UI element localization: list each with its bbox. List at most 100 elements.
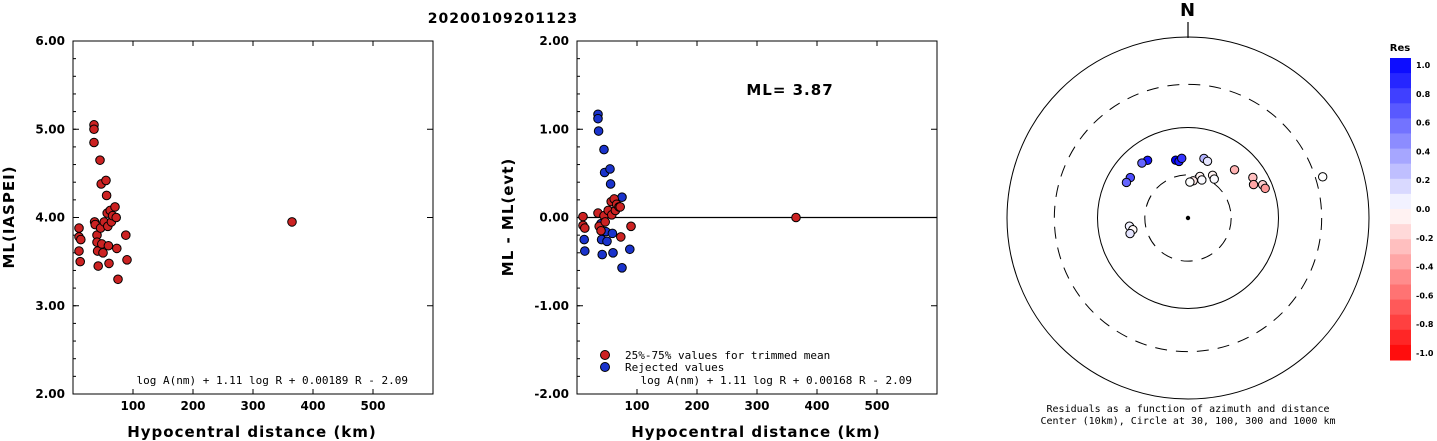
- colorbar-tick-label: 0.0: [1416, 205, 1431, 214]
- distance-ring: [1053, 83, 1323, 353]
- colorbar-cell: [1390, 163, 1411, 180]
- colorbar-cell: [1390, 329, 1411, 346]
- rejected-point: [605, 179, 616, 189]
- caption-line-1: Residuals as a function of azimuth and d…: [1047, 404, 1330, 415]
- y-tick-label: 1.00: [539, 122, 569, 136]
- data-point: [75, 256, 85, 267]
- x-tick-label: 400: [300, 399, 325, 413]
- data-point: [89, 124, 99, 135]
- y-tick-label: -1.00: [534, 299, 569, 313]
- colorbar-tick-label: 0.2: [1416, 176, 1430, 185]
- rejected-point: [617, 263, 627, 273]
- y-tick-label: 2.00: [539, 34, 569, 48]
- rejected-point: [599, 144, 609, 155]
- y-tick-label: 4.00: [35, 211, 65, 225]
- rejected-point: [580, 246, 590, 256]
- colorbar-cell: [1390, 209, 1411, 225]
- data-point: [95, 155, 105, 165]
- x-tick-label: 300: [240, 399, 265, 413]
- colorbar-tick-label: -0.2: [1416, 234, 1434, 243]
- data-points: [578, 109, 801, 273]
- rejected-point: [602, 236, 612, 247]
- colorbar-tick-label: 0.6: [1416, 119, 1431, 128]
- x-tick-label: 200: [684, 399, 709, 413]
- ml-distance-panel: 100 200 300 400 500 2.00 3.00 4.00 5.00 6.00 ML(I…: [0, 34, 434, 441]
- y-tick-label: 0.00: [539, 211, 569, 225]
- station-point: [1197, 175, 1207, 185]
- distance-rings: [1006, 36, 1370, 400]
- rejected-point: [593, 126, 604, 136]
- colorbar-tick-label: 1.0: [1416, 61, 1431, 70]
- colorbar-tick-label: 0.4: [1416, 147, 1431, 156]
- colorbar: Res 1.0 0.8 0.6 0.4 0.2 0.0 -0.2 -0.4 -0.6 -0.8 -1…: [1390, 43, 1434, 361]
- x-tick-label: 500: [864, 399, 889, 413]
- legend-marker-trimmed: [600, 350, 610, 360]
- station-point: [1177, 153, 1187, 164]
- station-point: [1137, 158, 1147, 168]
- data-point: [110, 202, 120, 212]
- colorbar-ticks: 1.0 0.8 0.6 0.4 0.2 0.0 -0.2 -0.4 -0.6 -0.8 -1.0: [1416, 61, 1434, 358]
- x-axis-label: Hypocentral distance (km): [631, 423, 881, 441]
- x-tick-label: 500: [360, 399, 385, 413]
- y-tick-label: 5.00: [35, 122, 65, 136]
- station-point: [1185, 177, 1195, 187]
- station-points: [1121, 153, 1328, 239]
- y-axis-label: ML(IASPEI): [0, 165, 18, 268]
- colorbar-cell: [1390, 178, 1411, 195]
- formula-text: log A(nm) + 1.11 log R + 0.00168 R - 2.0…: [640, 374, 912, 387]
- colorbar-cell: [1390, 239, 1411, 255]
- colorbar-cell: [1390, 193, 1411, 210]
- colorbar-cell: [1390, 58, 1411, 74]
- y-tick-label: 6.00: [35, 34, 65, 48]
- rejected-point: [608, 248, 618, 258]
- data-point: [287, 217, 297, 227]
- distance-ring: [1006, 36, 1370, 400]
- data-point: [121, 230, 131, 240]
- caption-line-2: Center (10km), Circle at 30, 100, 300 an…: [1040, 416, 1335, 427]
- colorbar-tick-label: -0.6: [1416, 291, 1434, 300]
- data-point: [112, 243, 122, 254]
- data-point: [103, 240, 114, 251]
- colorbar-cell: [1390, 314, 1411, 331]
- legend-label-rejected: Rejected values: [625, 361, 724, 374]
- station-point: [1229, 165, 1240, 175]
- chart-title: 20200109201123: [428, 11, 578, 27]
- x-tick-label: 400: [804, 399, 829, 413]
- data-point: [76, 234, 86, 245]
- data-points: [74, 120, 297, 285]
- data-point: [74, 223, 84, 233]
- colorbar-tick-label: 0.8: [1416, 90, 1431, 99]
- data-point: [74, 246, 84, 256]
- data-point: [93, 261, 103, 271]
- trimmed-point: [578, 211, 588, 222]
- x-tick-label: 100: [120, 399, 145, 413]
- epicenter-dot: [1185, 215, 1191, 221]
- colorbar-cell: [1390, 118, 1411, 134]
- y-tick-label: -2.00: [534, 387, 569, 401]
- rejected-point: [579, 234, 590, 245]
- y-tick-label: 3.00: [35, 299, 65, 313]
- axis-ticks: 100 200 300 400 500 -2.00 -1.00 0.00 1.00 2.00: [534, 34, 937, 413]
- trimmed-point: [615, 202, 626, 212]
- station-point: [1202, 156, 1213, 166]
- data-point: [122, 255, 132, 265]
- data-point: [89, 137, 99, 148]
- distance-ring: [1097, 127, 1279, 309]
- y-axis-label: ML - ML(evt): [499, 158, 517, 276]
- colorbar-cell: [1390, 344, 1411, 361]
- trimmed-point: [596, 225, 606, 236]
- legend-label-trimmed: 25%-75% values for trimmed mean: [625, 349, 830, 362]
- colorbar-tick-label: -0.4: [1416, 263, 1434, 272]
- ml-annotation: ML= 3.87: [746, 81, 833, 99]
- rejected-point: [605, 164, 615, 174]
- colorbar-cell: [1390, 148, 1411, 165]
- trimmed-point: [616, 232, 626, 242]
- colorbar-cells: [1390, 58, 1411, 361]
- rejected-point: [593, 113, 603, 124]
- x-tick-label: 200: [180, 399, 205, 413]
- azimuth-panel: N Residuals as a function of azimuth and…: [1006, 0, 1370, 427]
- trimmed-point: [600, 217, 611, 227]
- x-tick-label: 100: [624, 399, 649, 413]
- colorbar-cell: [1390, 224, 1411, 240]
